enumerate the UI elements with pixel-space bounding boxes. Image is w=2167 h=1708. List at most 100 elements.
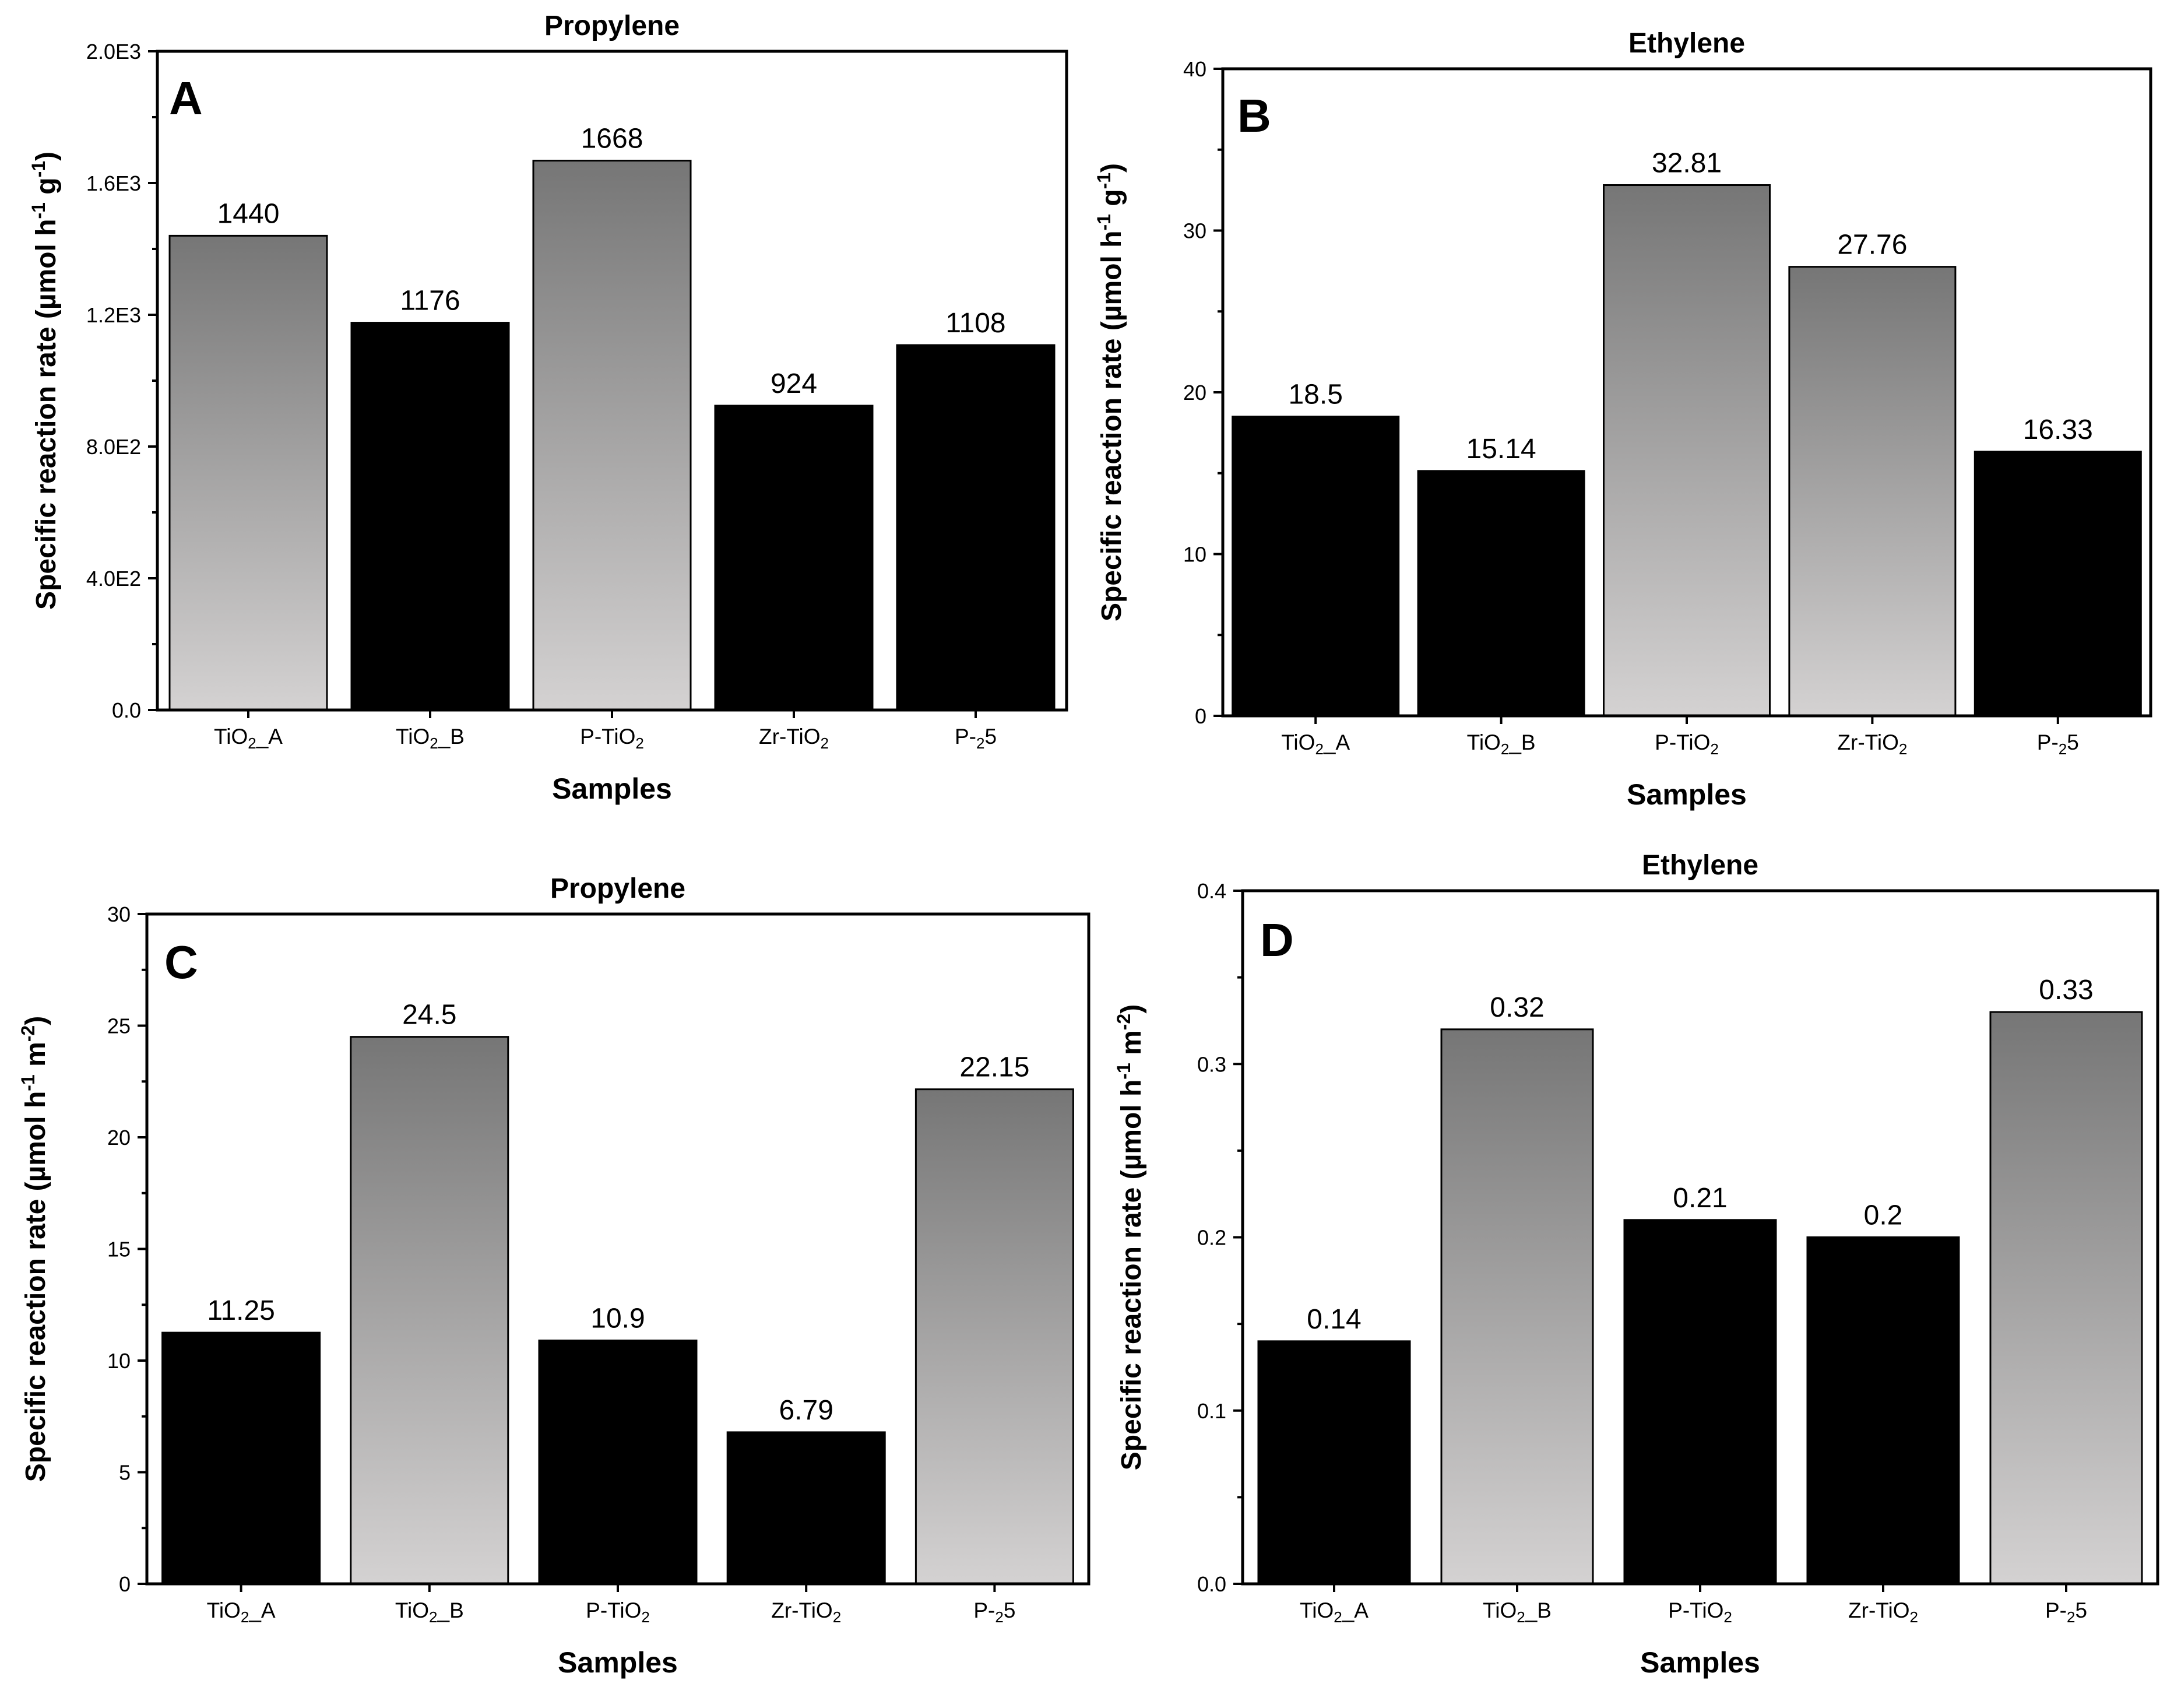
y-tick-label-4: 15 xyxy=(107,1238,131,1261)
y-tick-label-2: 4.0E2 xyxy=(86,567,141,591)
x-tick-label-3: P-TiO2 xyxy=(580,725,644,752)
bar-2 xyxy=(1417,470,1585,717)
x-axis-label: Samples xyxy=(1627,778,1747,811)
plot-frame xyxy=(1241,889,2159,1586)
y-tick-label-1: 0.0 xyxy=(1197,1572,1226,1596)
x-tick-label-1: TiO2_A xyxy=(214,725,283,752)
data-label-4: 924 xyxy=(771,368,817,399)
bar-5 xyxy=(914,1088,1074,1585)
bar-4 xyxy=(1806,1236,1960,1585)
x-tick-label-1: TiO2_A xyxy=(1281,730,1350,758)
y-tick-label-4: 0.3 xyxy=(1197,1052,1226,1076)
y-tick-label-1: 0 xyxy=(1195,704,1206,728)
panel-c: 11.25 TiO2_A 24.5 TiO2_B 10.9 P-TiO2 6.79 Zr-Ti… xyxy=(17,873,1090,1679)
x-axis-label: Samples xyxy=(558,1646,678,1679)
plot-frame xyxy=(1221,67,2152,718)
bar-1 xyxy=(1232,416,1400,717)
panel-d: 0.14 TiO2_A 0.32 TiO2_B 0.21 P-TiO2 0.2 Zr-TiO2… xyxy=(1113,850,2159,1679)
x-axis-label: Samples xyxy=(1640,1646,1760,1679)
x-tick-label-1: TiO2_A xyxy=(1300,1598,1369,1626)
panel-b: 18.5 TiO2_A 15.14 TiO2_B 32.81 P-TiO2 27.76 Zr-… xyxy=(1093,28,2152,811)
data-label-3: 32.81 xyxy=(1652,148,1722,179)
y-tick-label-4: 1.2E3 xyxy=(86,303,141,327)
panel-letter: B xyxy=(1237,90,1271,142)
bar-2 xyxy=(350,1036,509,1585)
y-tick-label-4: 30 xyxy=(1183,219,1206,243)
bar-3 xyxy=(1603,184,1771,717)
panel-letter: C xyxy=(164,936,198,988)
bar-4 xyxy=(1788,266,1957,717)
x-tick-label-5: P-25 xyxy=(2045,1598,2087,1626)
y-tick-label-2: 0.1 xyxy=(1197,1399,1226,1423)
y-tick-label-3: 10 xyxy=(107,1349,131,1373)
chart-title: Ethylene xyxy=(1628,28,1745,59)
bar-4 xyxy=(714,405,874,711)
plot-frame xyxy=(156,50,1068,712)
x-tick-label-5: P-25 xyxy=(2037,730,2079,758)
data-label-5: 22.15 xyxy=(959,1052,1029,1083)
y-tick-label-3: 20 xyxy=(1183,381,1206,405)
bar-3 xyxy=(1623,1219,1777,1585)
bar-2 xyxy=(350,322,510,711)
panel-a: 1440 TiO2_A 1176 TiO2_B 1668 P-TiO2 924 Zr-TiO2… xyxy=(28,10,1068,805)
x-axis-label: Samples xyxy=(552,772,672,805)
y-tick-label-1: 0 xyxy=(119,1572,131,1596)
bar-1 xyxy=(168,234,328,711)
bar-3 xyxy=(538,1340,698,1585)
y-tick-label-5: 0.4 xyxy=(1197,879,1226,903)
panel-letter: D xyxy=(1260,914,1294,966)
data-label-2: 1176 xyxy=(400,286,460,317)
y-axis-label: Specific reaction rate (µmol h-1 m-2) xyxy=(1113,1004,1147,1470)
data-label-4: 27.76 xyxy=(1837,230,1907,261)
x-tick-label-2: TiO2_B xyxy=(395,1598,464,1626)
bar-1 xyxy=(1257,1340,1411,1585)
y-axis-label: Specific reaction rate (µmol h-1 m-2) xyxy=(17,1016,51,1482)
y-tick-label-5: 20 xyxy=(107,1126,131,1150)
x-tick-label-4: Zr-TiO2 xyxy=(1848,1598,1918,1626)
data-label-5: 0.33 xyxy=(2039,975,2093,1006)
y-tick-label-6: 2.0E3 xyxy=(86,40,141,64)
y-tick-label-5: 1.6E3 xyxy=(86,171,141,195)
x-tick-label-2: TiO2_B xyxy=(396,725,465,752)
data-label-3: 10.9 xyxy=(590,1303,645,1334)
y-axis-label: Specific reaction rate (µmol h-1 g-1) xyxy=(28,152,62,610)
x-tick-label-5: P-25 xyxy=(955,725,997,752)
chart-title: Ethylene xyxy=(1642,850,1758,881)
x-tick-label-4: Zr-TiO2 xyxy=(1837,730,1907,758)
data-label-3: 0.21 xyxy=(1673,1183,1727,1214)
x-tick-label-1: TiO2_A xyxy=(207,1598,276,1626)
bar-4 xyxy=(726,1431,886,1585)
data-label-2: 24.5 xyxy=(402,1000,456,1031)
y-tick-label-3: 0.2 xyxy=(1197,1226,1226,1250)
data-label-5: 1108 xyxy=(945,308,1005,339)
y-tick-label-5: 40 xyxy=(1183,57,1206,81)
x-tick-label-4: Zr-TiO2 xyxy=(771,1598,841,1626)
data-label-3: 1668 xyxy=(581,124,643,154)
y-tick-label-3: 8.0E2 xyxy=(86,435,141,459)
y-tick-label-2: 5 xyxy=(119,1461,131,1485)
data-label-2: 15.14 xyxy=(1466,434,1536,465)
panel-letter: A xyxy=(169,72,203,124)
bar-2 xyxy=(1440,1028,1594,1585)
y-tick-label-7: 30 xyxy=(107,902,131,926)
data-label-1: 18.5 xyxy=(1288,379,1342,410)
x-tick-label-3: P-TiO2 xyxy=(1668,1598,1732,1626)
chart-title: Propylene xyxy=(544,10,680,41)
x-tick-label-2: TiO2_B xyxy=(1467,730,1536,758)
data-label-1: 11.25 xyxy=(207,1295,275,1326)
y-tick-label-2: 10 xyxy=(1183,543,1206,567)
x-tick-label-5: P-25 xyxy=(973,1598,1015,1626)
bar-3 xyxy=(532,160,692,711)
bar-1 xyxy=(161,1331,321,1585)
data-label-2: 0.32 xyxy=(1490,992,1544,1023)
data-label-4: 6.79 xyxy=(779,1395,833,1426)
y-tick-label-1: 0.0 xyxy=(112,698,141,722)
y-tick-label-6: 25 xyxy=(107,1014,131,1038)
x-tick-label-3: P-TiO2 xyxy=(1655,730,1719,758)
bar-5 xyxy=(1973,451,2142,717)
data-label-1: 0.14 xyxy=(1307,1304,1361,1335)
chart-title: Propylene xyxy=(550,873,685,904)
plot-frame xyxy=(145,912,1090,1586)
data-label-5: 16.33 xyxy=(2023,414,2093,445)
